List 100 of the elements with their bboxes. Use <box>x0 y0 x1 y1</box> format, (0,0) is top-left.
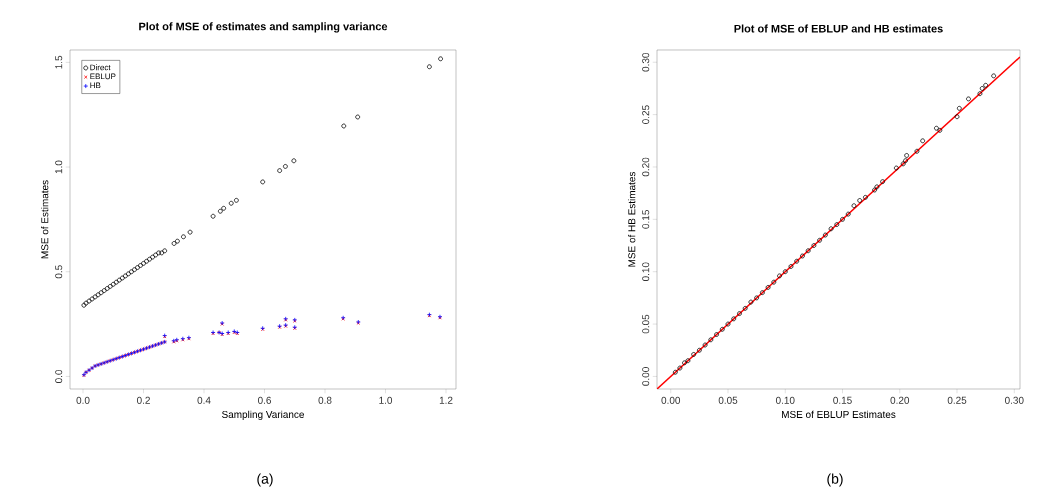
point <box>956 105 962 111</box>
point <box>682 360 687 366</box>
x-axis-title: MSE of EBLUP Estimates <box>782 410 896 418</box>
y-axis-title: MSE of HB Estimates <box>628 171 636 267</box>
point <box>282 164 288 169</box>
point <box>771 279 777 285</box>
y-tick-label: 0.05 <box>642 314 650 334</box>
point <box>954 114 960 120</box>
point <box>159 250 165 256</box>
point <box>260 179 266 185</box>
chart-title: Plot of MSE of estimates and sampling variance <box>139 22 388 33</box>
text: (a) <box>257 473 273 487</box>
point <box>233 197 239 203</box>
point <box>101 288 107 293</box>
x-tick-label: 0.6 <box>257 396 272 404</box>
x-tick-label: 0.15 <box>833 396 852 404</box>
point <box>104 286 110 291</box>
point <box>691 352 697 357</box>
point <box>113 279 119 285</box>
point <box>98 290 104 296</box>
point <box>119 275 125 281</box>
point <box>355 114 361 120</box>
x-tick-label: 0.0 <box>76 396 90 404</box>
point <box>903 158 908 164</box>
point <box>794 258 800 264</box>
text: (b) <box>827 473 843 487</box>
point <box>979 86 985 91</box>
point <box>181 234 186 240</box>
point <box>782 269 788 275</box>
point <box>983 82 989 88</box>
point <box>977 91 983 97</box>
point <box>880 179 885 185</box>
point <box>900 161 906 167</box>
point <box>116 277 122 283</box>
point <box>822 232 828 238</box>
point <box>805 248 811 254</box>
y-tick-label: 0.0 <box>55 369 63 383</box>
x-tick-label: 0.25 <box>947 396 967 404</box>
point <box>141 260 146 266</box>
point <box>702 342 708 348</box>
point <box>217 208 223 214</box>
x-tick-label: 0.8 <box>318 396 332 404</box>
y-tick-label: 0.25 <box>642 105 650 124</box>
point <box>777 273 782 279</box>
point <box>937 127 943 133</box>
point <box>834 222 840 227</box>
point <box>893 165 899 171</box>
point <box>851 203 857 209</box>
y-tick-label: 0.15 <box>642 210 650 229</box>
point <box>110 281 116 287</box>
point <box>162 248 168 254</box>
point <box>122 273 128 279</box>
point <box>754 295 760 301</box>
point <box>144 258 149 264</box>
point <box>788 264 794 269</box>
point <box>210 213 216 219</box>
y-tick-label: 0.5 <box>55 265 63 279</box>
point <box>277 168 283 173</box>
point <box>426 64 432 70</box>
point <box>966 96 971 102</box>
point <box>685 358 691 364</box>
y-tick-label: 0.10 <box>642 262 650 282</box>
x-tick-label: 0.10 <box>775 396 795 404</box>
point <box>857 198 863 203</box>
y-tick-label: 1.0 <box>55 160 63 174</box>
point <box>737 311 742 316</box>
point <box>904 153 910 158</box>
point <box>228 200 234 206</box>
x-tick-label: 0.30 <box>1004 396 1024 404</box>
x-tick-label: 0.4 <box>197 396 211 404</box>
point <box>920 138 926 144</box>
x-tick-label: 0.20 <box>890 396 910 404</box>
x-tick-label: 1.0 <box>379 396 393 404</box>
y-tick-label: 0.20 <box>642 157 650 177</box>
point <box>677 365 683 371</box>
point <box>107 284 113 289</box>
x-tick-label: 0.05 <box>718 396 738 404</box>
y-tick-label: 0.30 <box>642 52 650 72</box>
point <box>934 125 939 131</box>
point <box>156 250 162 256</box>
point <box>840 216 845 222</box>
point <box>150 254 155 260</box>
point <box>138 263 143 268</box>
point <box>800 253 805 259</box>
point <box>845 211 851 217</box>
point <box>817 237 823 243</box>
point <box>672 369 678 375</box>
point <box>874 184 880 190</box>
point <box>828 226 834 232</box>
point <box>708 337 714 343</box>
point <box>714 332 719 337</box>
x-axis-title: Sampling Variance <box>222 410 304 420</box>
y-tick-label: 0.00 <box>642 367 650 386</box>
point <box>175 238 180 244</box>
x-tick-label: 1.2 <box>439 396 453 404</box>
point <box>187 229 193 235</box>
point <box>221 205 227 211</box>
point <box>725 321 731 327</box>
point <box>95 292 101 298</box>
point <box>863 194 868 200</box>
